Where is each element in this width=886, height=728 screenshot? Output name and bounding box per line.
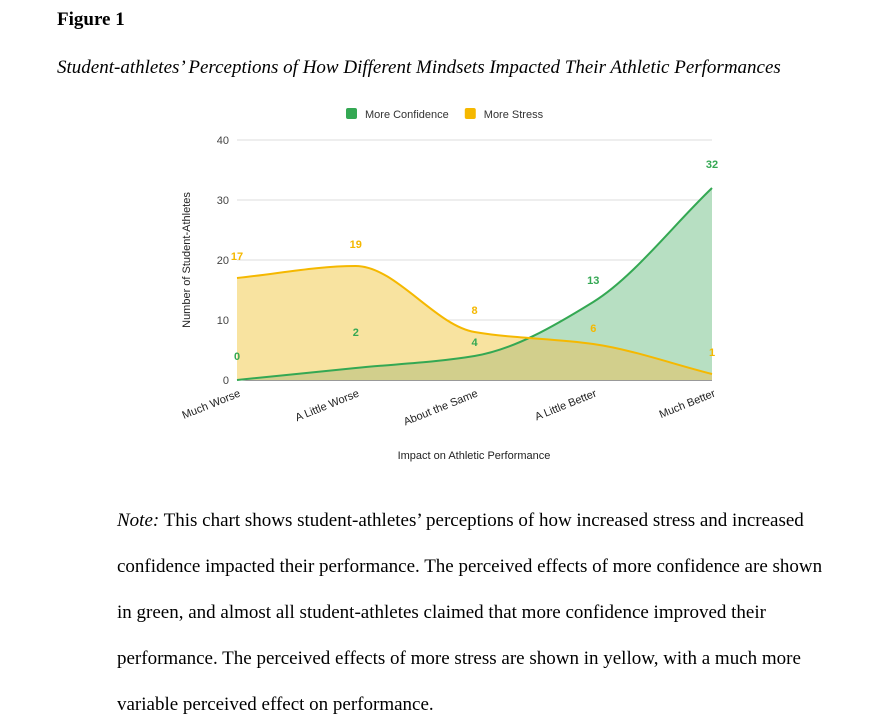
note-label: Note: <box>117 510 160 531</box>
x-tick-label: A Little Better <box>533 388 598 424</box>
data-label: 19 <box>350 239 362 251</box>
x-tick-label: A Little Worse <box>294 388 361 424</box>
data-label: 32 <box>706 159 718 171</box>
data-label: 4 <box>471 337 478 349</box>
y-tick-label: 30 <box>217 195 229 207</box>
data-label: 13 <box>587 275 599 287</box>
y-tick-label: 0 <box>223 375 229 387</box>
y-tick-label: 40 <box>217 135 229 147</box>
data-label: 0 <box>234 351 240 363</box>
legend-swatch-1 <box>464 108 476 119</box>
data-label: 6 <box>590 323 596 335</box>
legend-label: More Stress <box>484 109 544 121</box>
x-tick-label: Much Better <box>658 388 718 421</box>
y-axis-title: Number of Student-Athletes <box>181 192 193 328</box>
data-label: 1 <box>709 347 715 359</box>
area-chart: 0 10 20 30 40 0 2 4 13 32 17 19 8 6 1 Much Worse A Littl… <box>181 108 718 462</box>
data-label: 8 <box>471 305 477 317</box>
legend-swatch-0 <box>346 108 357 119</box>
y-tick-label: 20 <box>217 255 229 267</box>
y-tick-label: 10 <box>217 315 229 327</box>
x-axis-title: Impact on Athletic Performance <box>398 450 551 462</box>
area-0 <box>237 188 712 380</box>
figure-title: Student-athletes’ Perceptions of How Dif… <box>57 57 781 78</box>
x-tick-label: About the Same <box>402 388 480 429</box>
legend-label: More Confidence <box>365 109 449 121</box>
series-line-0 <box>236 187 713 381</box>
figure-label: Figure 1 <box>57 9 125 30</box>
x-tick-label: Much Worse <box>181 388 243 422</box>
data-label: 17 <box>231 251 243 263</box>
figure-note: Note: This chart shows student-athletes’… <box>117 498 837 728</box>
note-text: This chart shows student-athletes’ perce… <box>117 510 823 715</box>
series-line-1 <box>236 264 713 375</box>
data-label: 2 <box>353 327 359 339</box>
